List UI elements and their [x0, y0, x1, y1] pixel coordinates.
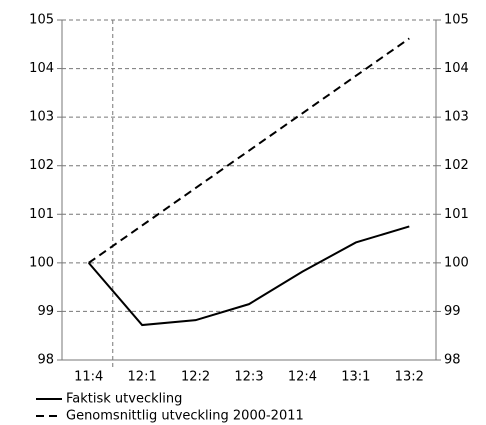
- y-tick-label: 99: [37, 304, 54, 319]
- y2-tick-label: 98: [444, 353, 461, 368]
- y2-tick-label: 105: [444, 13, 469, 28]
- x-tick-label: 13:1: [341, 370, 370, 385]
- y2-tick-label: 102: [444, 158, 469, 173]
- y-tick-label: 100: [29, 255, 54, 270]
- x-tick-label: 12:1: [128, 370, 157, 385]
- y-tick-label: 104: [29, 61, 54, 76]
- legend-label: Genomsnittlig utveckling 2000-2011: [66, 409, 304, 424]
- x-tick-label: 12:3: [234, 370, 263, 385]
- legend-label: Faktisk utveckling: [66, 392, 182, 407]
- y-tick-label: 101: [29, 207, 54, 222]
- y-tick-label: 98: [37, 353, 54, 368]
- series-line: [87, 225, 410, 327]
- y2-tick-label: 104: [444, 61, 469, 76]
- y-tick-label: 102: [29, 158, 54, 173]
- x-tick-label: 11:4: [74, 370, 103, 385]
- series-line: [88, 37, 410, 264]
- y-tick-label: 103: [29, 110, 54, 125]
- y2-tick-label: 103: [444, 110, 469, 125]
- y2-tick-label: 99: [444, 304, 461, 319]
- y2-tick-label: 100: [444, 255, 469, 270]
- x-tick-label: 12:2: [181, 370, 210, 385]
- x-tick-label: 12:4: [288, 370, 317, 385]
- y-tick-label: 105: [29, 13, 54, 28]
- y2-tick-label: 101: [444, 207, 469, 222]
- x-tick-label: 13:2: [395, 370, 424, 385]
